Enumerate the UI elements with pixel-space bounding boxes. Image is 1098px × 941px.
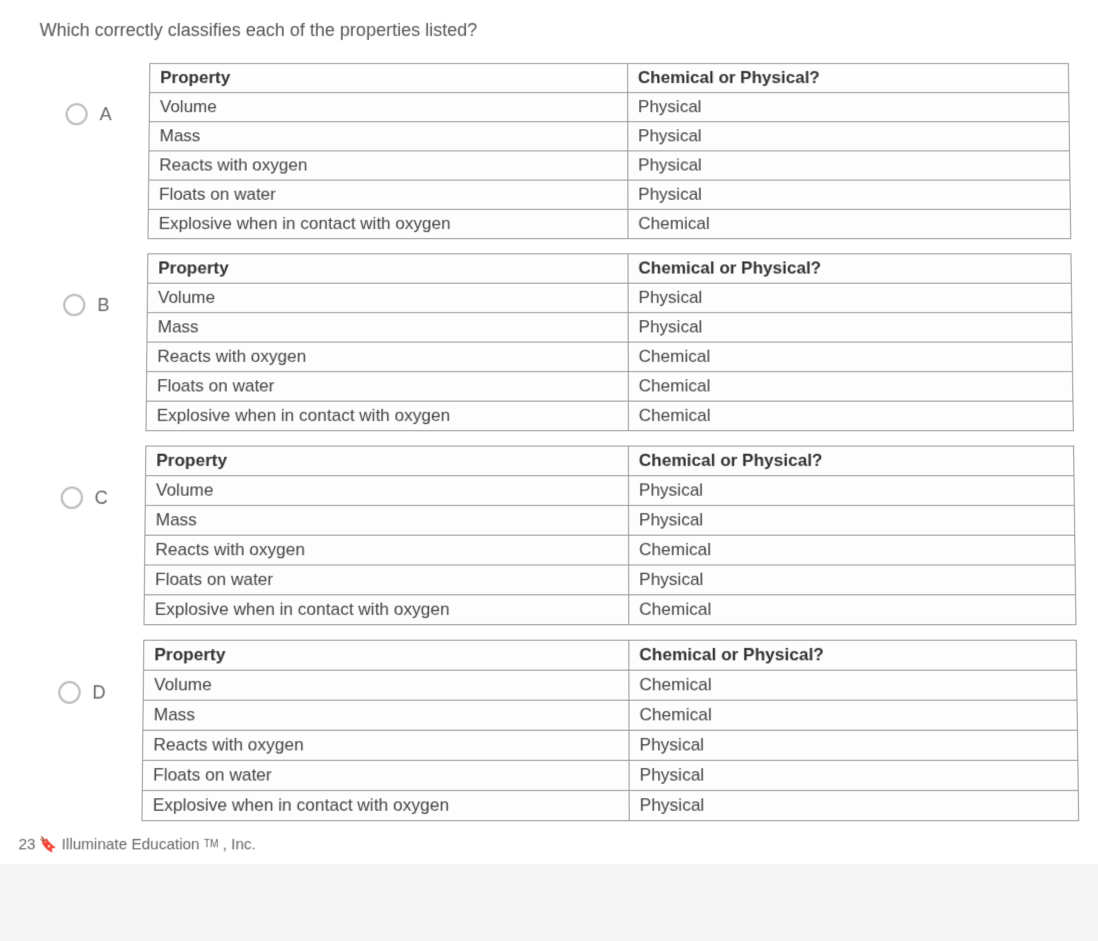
table-row: Reacts with oxygenPhysical bbox=[149, 151, 1070, 180]
cell-property: Floats on water bbox=[142, 760, 629, 790]
table-row: VolumeChemical bbox=[143, 670, 1077, 700]
header-classification: Chemical or Physical? bbox=[628, 446, 1074, 476]
option-letter: A bbox=[100, 104, 112, 125]
cell-property: Explosive when in contact with oxygen bbox=[146, 401, 628, 431]
radio-icon[interactable] bbox=[58, 681, 81, 704]
option-selector[interactable]: A bbox=[28, 63, 149, 125]
cell-property: Explosive when in contact with oxygen bbox=[142, 790, 629, 820]
cell-classification: Chemical bbox=[628, 535, 1075, 565]
header-property: Property bbox=[144, 640, 629, 670]
options-list: APropertyChemical or Physical?VolumePhys… bbox=[19, 63, 1079, 821]
table-row: MassPhysical bbox=[145, 505, 1075, 535]
cell-classification: Chemical bbox=[628, 342, 1073, 372]
radio-icon[interactable] bbox=[63, 294, 85, 316]
cell-classification: Chemical bbox=[629, 700, 1078, 730]
option-row: D PropertyChemical or Physical?VolumeChem… bbox=[19, 640, 1079, 822]
option-letter: B bbox=[97, 294, 109, 315]
cell-classification: Chemical bbox=[629, 670, 1077, 700]
table-row: VolumePhysical bbox=[145, 476, 1074, 506]
option-selector[interactable]: B bbox=[26, 253, 148, 316]
cell-property: Floats on water bbox=[146, 372, 628, 402]
cell-property: Reacts with oxygen bbox=[149, 151, 628, 180]
footer-prefix: 23 bbox=[18, 836, 35, 854]
cell-classification: Chemical bbox=[628, 209, 1071, 238]
cell-classification: Physical bbox=[628, 565, 1075, 595]
option-letter: C bbox=[95, 487, 108, 509]
cell-classification: Physical bbox=[628, 122, 1070, 151]
table-row: Floats on waterPhysical bbox=[142, 760, 1078, 790]
table-row: Explosive when in contact with oxygenChe… bbox=[146, 401, 1073, 431]
cell-classification: Physical bbox=[629, 760, 1078, 790]
tag-icon: 🔖 bbox=[40, 836, 58, 854]
footer: 23 🔖 Illuminate Education TM , Inc. bbox=[18, 836, 1079, 854]
header-classification: Chemical or Physical? bbox=[628, 254, 1071, 283]
header-property: Property bbox=[150, 64, 628, 93]
cell-property: Mass bbox=[147, 313, 628, 342]
radio-icon[interactable] bbox=[60, 486, 83, 509]
cell-property: Volume bbox=[147, 283, 628, 312]
quiz-container: Which correctly classifies each of the p… bbox=[0, 0, 1098, 864]
cell-property: Volume bbox=[149, 93, 627, 122]
cell-classification: Physical bbox=[628, 476, 1074, 506]
cell-classification: Physical bbox=[629, 790, 1079, 820]
cell-classification: Chemical bbox=[629, 595, 1076, 625]
footer-tm: TM bbox=[204, 839, 219, 850]
table-row: Reacts with oxygenChemical bbox=[145, 535, 1076, 565]
table-row: Reacts with oxygenPhysical bbox=[143, 730, 1078, 760]
cell-property: Volume bbox=[143, 670, 629, 700]
table-row: VolumePhysical bbox=[149, 93, 1069, 122]
header-property: Property bbox=[146, 446, 629, 476]
cell-classification: Chemical bbox=[628, 401, 1073, 431]
cell-classification: Physical bbox=[628, 151, 1070, 180]
cell-property: Mass bbox=[145, 505, 629, 535]
cell-classification: Physical bbox=[628, 180, 1071, 209]
option-row: APropertyChemical or Physical?VolumePhys… bbox=[27, 63, 1072, 239]
cell-classification: Physical bbox=[628, 283, 1072, 312]
table-row: MassChemical bbox=[143, 700, 1078, 730]
option-table: PropertyChemical or Physical?VolumeChemi… bbox=[141, 640, 1079, 822]
table-row: Explosive when in contact with oxygenChe… bbox=[144, 595, 1076, 625]
cell-property: Explosive when in contact with oxygen bbox=[148, 209, 628, 238]
option-table: PropertyChemical or Physical?VolumePhysi… bbox=[143, 446, 1076, 626]
cell-classification: Physical bbox=[628, 505, 1074, 535]
footer-suffix: , Inc. bbox=[223, 836, 256, 854]
cell-property: Mass bbox=[149, 122, 628, 151]
cell-classification: Physical bbox=[629, 730, 1078, 760]
header-classification: Chemical or Physical? bbox=[627, 64, 1068, 93]
table-row: Floats on waterChemical bbox=[146, 372, 1073, 402]
cell-property: Reacts with oxygen bbox=[145, 535, 629, 565]
cell-property: Mass bbox=[143, 700, 629, 730]
option-selector[interactable]: C bbox=[23, 446, 145, 509]
table-row: Floats on waterPhysical bbox=[144, 565, 1075, 595]
cell-property: Reacts with oxygen bbox=[143, 730, 629, 760]
option-row: B PropertyChemical or Physical?VolumePhys… bbox=[24, 253, 1074, 431]
option-selector[interactable]: D bbox=[20, 640, 143, 704]
option-table: PropertyChemical or Physical?VolumePhysi… bbox=[147, 63, 1071, 239]
table-row: Explosive when in contact with oxygenPhy… bbox=[142, 790, 1079, 820]
question-text: Which correctly classifies each of the p… bbox=[39, 20, 1068, 41]
table-row: MassPhysical bbox=[147, 313, 1072, 342]
option-row: CPropertyChemical or Physical?VolumePhys… bbox=[21, 446, 1076, 626]
footer-brand: Illuminate Education bbox=[61, 836, 199, 854]
header-classification: Chemical or Physical? bbox=[629, 640, 1077, 670]
cell-classification: Physical bbox=[628, 313, 1072, 342]
table-row: Reacts with oxygenChemical bbox=[147, 342, 1073, 372]
cell-classification: Chemical bbox=[628, 372, 1073, 402]
option-table: PropertyChemical or Physical?VolumePhysi… bbox=[145, 253, 1073, 431]
table-row: VolumePhysical bbox=[147, 283, 1072, 312]
header-property: Property bbox=[148, 254, 628, 283]
cell-property: Floats on water bbox=[144, 565, 628, 595]
cell-property: Reacts with oxygen bbox=[147, 342, 628, 372]
table-row: MassPhysical bbox=[149, 122, 1070, 151]
cell-property: Floats on water bbox=[148, 180, 627, 209]
table-row: Floats on waterPhysical bbox=[148, 180, 1070, 209]
radio-icon[interactable] bbox=[65, 103, 87, 125]
option-letter: D bbox=[92, 682, 105, 704]
cell-property: Explosive when in contact with oxygen bbox=[144, 595, 629, 625]
cell-classification: Physical bbox=[628, 93, 1070, 122]
cell-property: Volume bbox=[145, 476, 628, 506]
table-row: Explosive when in contact with oxygenChe… bbox=[148, 209, 1071, 238]
